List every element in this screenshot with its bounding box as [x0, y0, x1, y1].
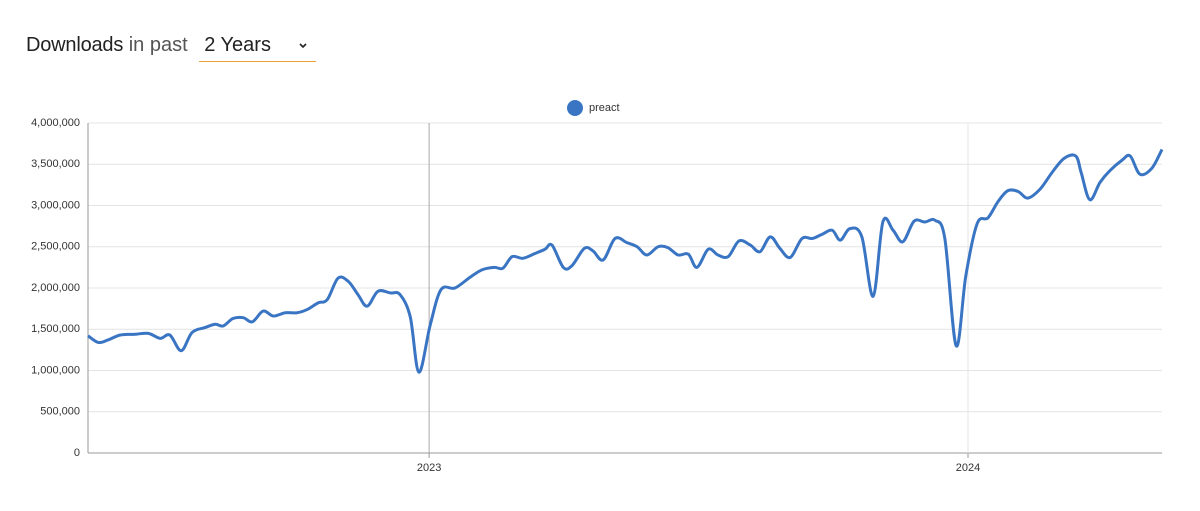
legend-swatch	[567, 100, 583, 116]
y-tick-label: 1,500,000	[31, 323, 80, 335]
y-tick-label: 500,000	[40, 406, 80, 418]
header: Downloads in past 2 Years	[26, 34, 317, 62]
period-select[interactable]: 2 Years	[199, 34, 317, 62]
y-tick-label: 2,000,000	[31, 282, 80, 294]
y-tick-label: 3,500,000	[31, 158, 80, 170]
y-tick-label: 4,000,000	[31, 117, 80, 129]
y-tick-label: 3,000,000	[31, 199, 80, 211]
subtitle: in past	[128, 34, 188, 56]
y-tick-label: 0	[74, 447, 80, 459]
series-line	[87, 148, 1164, 374]
title: Downloads	[26, 34, 124, 56]
legend-label: preact	[589, 102, 620, 114]
x-tick-label: 2024	[956, 462, 980, 474]
period-value: 2 Years	[204, 34, 271, 56]
y-tick-label: 1,000,000	[31, 364, 80, 376]
y-tick-label: 2,500,000	[31, 241, 80, 253]
chevron-icon	[299, 43, 307, 49]
x-tick-label: 2023	[417, 462, 441, 474]
